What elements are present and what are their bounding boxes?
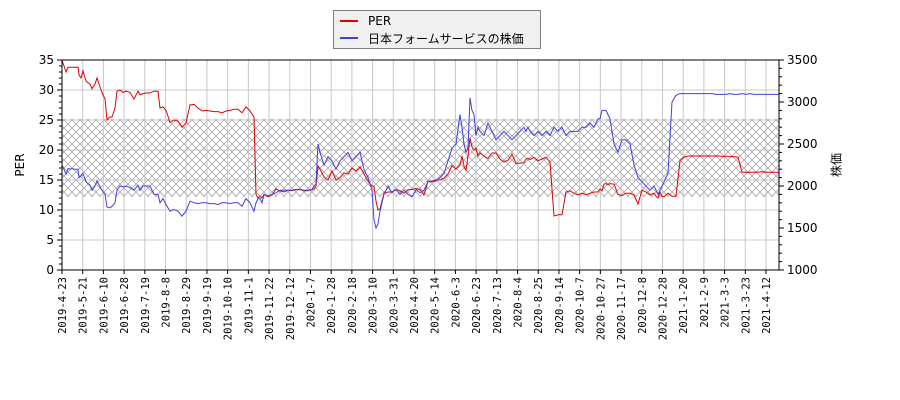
x-tick-label: 2019-4-23 — [57, 277, 69, 334]
x-tick-label: 2019-6-28 — [119, 277, 131, 334]
y-tick-left: 10 — [39, 203, 54, 217]
y-axis-left: 0 5 10 15 20 25 30 35 — [39, 53, 62, 277]
x-tick-label: 2020-2-18 — [347, 277, 359, 334]
x-axis: 2019-4-23 2019-5-21 2019-6-10 2019-6-28 2019… — [57, 270, 773, 340]
y-tick-left: 35 — [39, 53, 54, 67]
x-tick-label: 2019-8-8 — [161, 277, 173, 328]
x-tick-label: 2020-1-7 — [305, 277, 317, 328]
legend-swatch-red — [340, 20, 358, 22]
y-tick-left: 5 — [46, 233, 54, 247]
x-tick-label: 2020-1-28 — [326, 277, 338, 334]
x-tick-label: 2019-7-19 — [140, 277, 152, 334]
x-tick-label: 2019-5-21 — [78, 277, 90, 334]
x-tick-label: 2020-6-23 — [471, 277, 483, 334]
x-tick-label: 2020-10-7 — [575, 277, 587, 334]
x-tick-label: 2020-3-10 — [368, 277, 380, 334]
grid-lines — [62, 60, 779, 270]
legend-label-price: 日本フォームサービスの株価 — [368, 31, 524, 46]
x-tick-label: 2021-2-9 — [699, 277, 711, 328]
x-tick-label: 2019-10-10 — [223, 277, 235, 340]
y-tick-right: 3500 — [787, 53, 818, 67]
plot-frame — [61, 59, 780, 271]
y-tick-left: 20 — [39, 143, 54, 157]
x-tick-label: 2020-12-8 — [637, 277, 649, 334]
x-tick-label: 2019-11-22 — [264, 277, 276, 340]
x-tick-label: 2021-1-20 — [678, 277, 690, 334]
x-tick-label: 2020-7-13 — [492, 277, 504, 334]
y-tick-left: 0 — [46, 263, 54, 277]
series-price-line — [61, 93, 779, 230]
x-tick-label: 2021-3-23 — [740, 277, 752, 334]
x-tick-label: 2019-9-19 — [202, 277, 214, 334]
y-tick-right: 3000 — [787, 95, 818, 109]
x-tick-label: 2021-4-12 — [761, 277, 773, 334]
x-tick-label: 2020-10-27 — [595, 277, 607, 340]
x-tick-label: 2020-11-17 — [616, 277, 628, 340]
x-tick-label: 2020-4-20 — [409, 277, 421, 334]
x-tick-label: 2021-3-3 — [720, 277, 732, 328]
y-axis-right-label: 株価 — [829, 152, 844, 178]
y-tick-left: 30 — [39, 83, 54, 97]
y-tick-left: 25 — [39, 113, 54, 127]
legend-item-price: 日本フォームサービスの株価 — [340, 30, 524, 46]
y-tick-left: 15 — [39, 173, 54, 187]
x-tick-label: 2020-9-14 — [554, 277, 566, 334]
legend-label-per: PER — [368, 14, 392, 28]
y-tick-right: 1500 — [787, 221, 818, 235]
series-lines — [61, 59, 779, 230]
y-axis-right: 1000 1500 2000 2500 3000 3500 — [779, 53, 818, 277]
y-tick-right: 1000 — [787, 263, 818, 277]
legend-swatch-blue — [340, 37, 358, 39]
x-tick-label: 2020-5-14 — [430, 277, 442, 334]
x-tick-label: 2020-8-25 — [533, 277, 545, 334]
y-axis-left-label: PER — [13, 153, 27, 177]
x-tick-label: 2019-6-10 — [98, 277, 110, 334]
x-tick-label: 2020-6-3 — [450, 277, 462, 328]
series-per-line — [61, 59, 779, 217]
shaded-band — [62, 118, 779, 197]
x-tick-label: 2019-11-1 — [243, 277, 255, 334]
x-tick-label: 2019-12-12 — [285, 277, 297, 340]
x-tick-label: 2019-8-29 — [181, 277, 193, 334]
y-tick-right: 2000 — [787, 179, 818, 193]
x-tick-label: 2020-12-28 — [657, 277, 669, 340]
x-tick-label: 2020-8-4 — [513, 277, 525, 328]
x-tick-label: 2020-3-31 — [388, 277, 400, 334]
legend: PER 日本フォームサービスの株価 — [333, 10, 541, 49]
y-tick-right: 2500 — [787, 137, 818, 151]
legend-item-per: PER — [340, 13, 391, 29]
